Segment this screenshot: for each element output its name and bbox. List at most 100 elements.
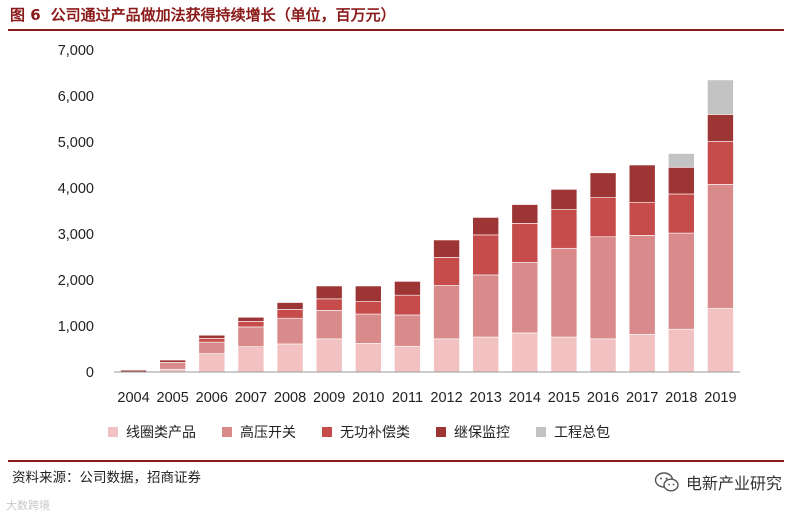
figure-title: 图 6 公司通过产品做加法获得持续增长（单位，百万元） — [10, 4, 396, 26]
y-tick-label: 0 — [86, 365, 94, 381]
y-tick-label: 6,000 — [58, 89, 94, 105]
bar-segment — [394, 281, 421, 296]
x-tick-label: 2007 — [235, 390, 267, 406]
x-tick-label: 2012 — [430, 390, 462, 406]
y-tick-label: 5,000 — [58, 135, 94, 151]
bar-segment — [628, 201, 656, 236]
bar-segment — [355, 343, 382, 373]
bar-segment — [589, 236, 617, 340]
bar-segment — [550, 189, 578, 210]
bar-segment — [315, 338, 343, 373]
figure-number: 图 6 — [10, 6, 41, 24]
bar-segment — [355, 301, 382, 315]
y-tick-label: 4,000 — [58, 181, 94, 197]
y-tick-labels: 0 1,000 2,000 3,000 4,000 5,000 6,000 7,000 — [58, 43, 94, 381]
bar-segment — [355, 285, 382, 302]
bar-segment — [511, 332, 539, 373]
legend-item: 继保监控 — [436, 422, 510, 442]
bar-segment — [668, 328, 695, 373]
legend: 线圈类产品 高压开关 无功补偿类 继保监控 工程总包 — [108, 421, 610, 443]
bar-segment — [589, 172, 617, 198]
bar-segment — [707, 308, 734, 373]
bar-segment — [198, 338, 226, 343]
bar-segment — [628, 164, 656, 203]
bar-segment — [276, 343, 304, 373]
x-tick-label: 2013 — [470, 390, 502, 406]
bar-segment — [394, 314, 421, 347]
y-tick-label: 3,000 — [58, 227, 94, 243]
legend-swatch — [436, 427, 446, 437]
bar-segment — [589, 197, 617, 238]
bar-segment — [668, 232, 695, 330]
title-rule — [8, 29, 784, 31]
bar-segment — [315, 310, 343, 340]
bars-group — [120, 79, 734, 373]
bar-segment — [550, 336, 578, 373]
y-tick-label: 7,000 — [58, 43, 94, 59]
bar-segment — [276, 317, 304, 345]
legend-label: 继保监控 — [454, 425, 510, 441]
bar-segment — [198, 334, 226, 339]
bar-segment — [511, 262, 539, 334]
bar-segment — [433, 285, 460, 340]
figure-title-text: 公司通过产品做加法获得持续增长（单位，百万元） — [50, 6, 396, 24]
bar-segment — [315, 298, 343, 311]
x-tick-label: 2008 — [274, 390, 306, 406]
x-tick-label: 2014 — [509, 390, 541, 406]
bar-segment — [707, 79, 734, 115]
legend-swatch — [222, 427, 232, 437]
bar-segment — [355, 313, 382, 344]
bar-segment — [668, 167, 695, 195]
x-tick-label: 2005 — [157, 390, 189, 406]
wechat-account-name: 电新产业研究 — [685, 474, 782, 493]
legend-item: 高压开关 — [222, 422, 296, 442]
bar-segment — [707, 184, 734, 309]
bar-segment — [472, 336, 499, 373]
x-tick-label: 2016 — [587, 390, 619, 406]
bar-segment — [511, 223, 539, 263]
y-tick-label: 2,000 — [58, 273, 94, 289]
x-tick-label: 2009 — [313, 390, 345, 406]
y-tick-label: 1,000 — [58, 319, 94, 335]
bar-segment — [237, 321, 265, 328]
legend-swatch — [108, 427, 118, 437]
source-note: 资料来源：公司数据，招商证券 — [12, 470, 201, 486]
bar-segment — [237, 316, 265, 322]
legend-label: 高压开关 — [240, 425, 296, 441]
x-tick-label: 2004 — [117, 390, 149, 406]
bar-segment — [628, 333, 656, 373]
bar-segment — [198, 353, 226, 373]
bar-segment — [198, 341, 226, 354]
x-tick-label: 2015 — [548, 390, 580, 406]
legend-label: 无功补偿类 — [340, 425, 410, 441]
bar-segment — [315, 285, 343, 300]
bar-segment — [276, 302, 304, 310]
legend-swatch — [536, 427, 546, 437]
bar-segment — [628, 235, 656, 335]
x-tick-label: 2019 — [704, 390, 736, 406]
bar-segment — [237, 326, 265, 348]
x-tick-label: 2006 — [196, 390, 228, 406]
bar-segment — [433, 257, 460, 286]
legend-label: 线圈类产品 — [126, 425, 196, 441]
bar-segment — [433, 338, 460, 373]
bar-segment — [707, 141, 734, 185]
bar-segment — [472, 274, 499, 338]
bar-segment — [668, 153, 695, 168]
x-tick-label: 2010 — [352, 390, 384, 406]
bar-segment — [433, 239, 460, 258]
x-tick-label: 2017 — [626, 390, 658, 406]
bar-segment — [668, 193, 695, 234]
legend-swatch — [322, 427, 332, 437]
legend-label: 工程总包 — [554, 425, 610, 441]
wechat-icon — [654, 472, 679, 492]
x-tick-label: 2011 — [392, 390, 423, 406]
x-tick-label: 2018 — [665, 390, 697, 406]
bar-segment — [394, 294, 421, 316]
bar-segment — [550, 209, 578, 249]
bar-segment — [237, 346, 265, 373]
bar-segment — [159, 359, 186, 363]
bar-segment — [472, 217, 499, 236]
footer-rule — [8, 460, 784, 462]
